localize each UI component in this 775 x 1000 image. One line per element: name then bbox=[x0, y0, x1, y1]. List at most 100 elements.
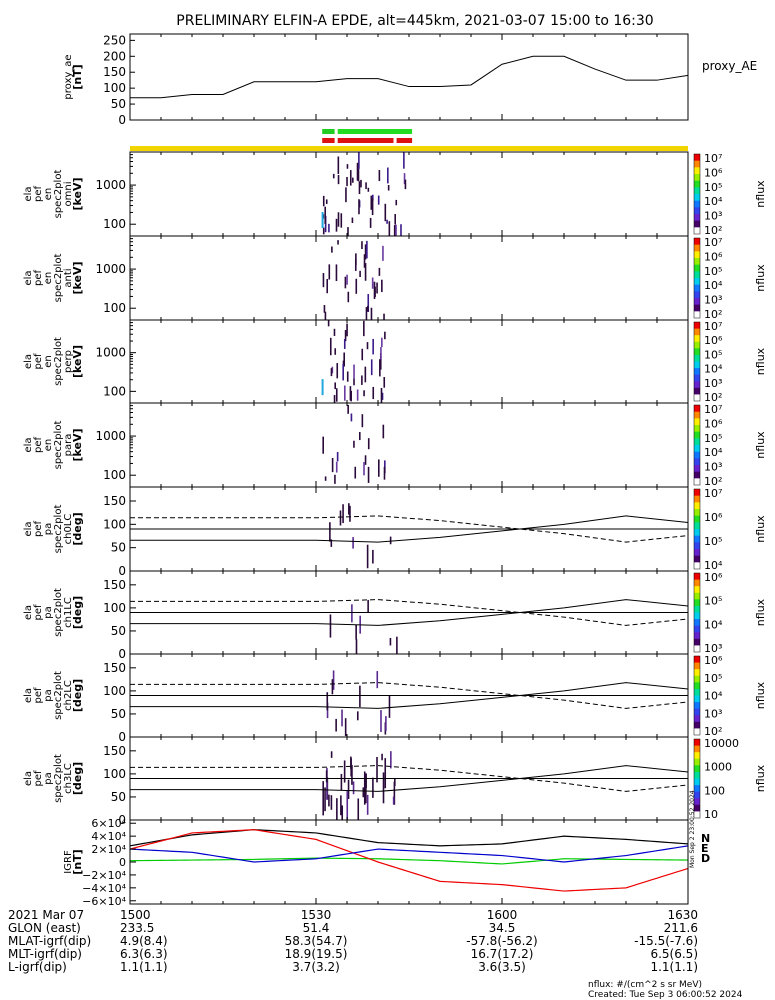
spectro-mark-para bbox=[367, 466, 370, 483]
spectro-mark-perp bbox=[327, 320, 330, 327]
spectro-mark-perp bbox=[380, 347, 382, 360]
spectro-mark-omni bbox=[358, 199, 360, 215]
colorbar-frame-perp bbox=[693, 321, 701, 402]
y-tick-label-ch0LC: 50 bbox=[111, 541, 126, 555]
colorbar-segment-anti bbox=[694, 284, 700, 292]
spectro-mark-omni bbox=[395, 199, 398, 206]
colorbar-tick-ch3LC: 100 bbox=[704, 784, 725, 797]
y-axis-label-anti: anti bbox=[63, 268, 74, 287]
spectro-mark-perp bbox=[372, 386, 375, 400]
colorbar-segment-ch2LC bbox=[694, 662, 700, 670]
spectro-mark-omni bbox=[387, 167, 389, 184]
spectro-mark-ch2LC bbox=[385, 716, 387, 731]
colorbar-segment-ch0LC bbox=[694, 562, 700, 570]
spectro-mark-ch3LC bbox=[351, 764, 353, 785]
spectro-mark-perp bbox=[333, 328, 336, 336]
spectro-mark-anti bbox=[326, 279, 329, 294]
spectro-mark-ch3LC bbox=[326, 767, 328, 800]
colorbar-segment-perp bbox=[694, 341, 700, 349]
spectro-mark-ch3LC bbox=[336, 798, 338, 820]
y-axis-label-ch1LC: pa bbox=[43, 606, 54, 618]
colorbar-segment-ch3LC bbox=[694, 778, 700, 786]
spectro-mark-perp bbox=[333, 394, 336, 403]
y-tick-label-ch0LC: 0 bbox=[118, 564, 126, 578]
spectro-mark-omni bbox=[328, 223, 330, 233]
spectro-mark-anti bbox=[364, 244, 367, 260]
colorbar-segment-omni bbox=[694, 227, 700, 235]
spectro-mark-para bbox=[350, 413, 353, 422]
y-axis-label-perp: perp bbox=[63, 350, 74, 373]
colorbar-segment-anti bbox=[694, 311, 700, 319]
colorbar-segment-ch0LC bbox=[694, 542, 700, 550]
anti-loss-cone-line-ch0LC bbox=[130, 515, 689, 543]
colorbar-segment-omni bbox=[694, 174, 700, 182]
colorbar-frame-ch3LC bbox=[693, 738, 701, 819]
colorbar-segment-para bbox=[694, 431, 700, 439]
spectro-mark-para bbox=[358, 432, 361, 441]
line-series bbox=[129, 55, 689, 892]
spectro-mark-omni bbox=[324, 206, 327, 224]
y-axis-label-omni: [keV] bbox=[71, 177, 84, 210]
colorbar-segment-para bbox=[694, 418, 700, 426]
colorbar-label-ch0LC: nflux bbox=[754, 515, 767, 543]
spectro-mark-omni bbox=[337, 174, 340, 185]
orbit-row-value: 233.5 bbox=[120, 921, 154, 935]
spectro-mark-ch3LC bbox=[350, 756, 352, 769]
spectrogram-marks bbox=[321, 152, 407, 820]
colorbar-segment-perp bbox=[694, 348, 700, 356]
spectro-mark-ch2LC bbox=[380, 710, 382, 732]
colorbar-frame-ch2LC bbox=[693, 655, 701, 736]
colorbar-tick-ch3LC: 10 bbox=[704, 808, 718, 821]
orbit-row-label: GLON (east) bbox=[8, 921, 81, 935]
spectro-mark-perp bbox=[370, 359, 373, 376]
orbit-row-value: 6.5(6.5) bbox=[650, 947, 698, 961]
status-bar-red bbox=[337, 138, 394, 143]
spectro-mark-ch3LC bbox=[384, 758, 387, 789]
y-tick-label-proxy-ae: 200 bbox=[103, 49, 126, 63]
y-tick-label-ch2LC: 50 bbox=[111, 707, 126, 721]
colorbar-segment-ch0LC bbox=[694, 509, 700, 517]
spectro-mark-ch3LC bbox=[372, 777, 374, 798]
y-tick-label-anti: 100 bbox=[103, 301, 126, 315]
colorbar-tick-para: 10⁶ bbox=[704, 417, 723, 430]
spectro-mark-ch2LC bbox=[331, 679, 334, 695]
spectro-mark-ch3LC bbox=[366, 794, 369, 815]
colorbar-segment-ch1LC bbox=[694, 638, 700, 646]
spectro-mark-anti bbox=[324, 311, 327, 320]
spectro-mark-perp bbox=[361, 348, 364, 361]
colorbar-segment-ch3LC bbox=[694, 804, 700, 812]
spectro-mark-perp bbox=[343, 339, 346, 349]
colorbar-tick-anti: 10⁵ bbox=[704, 265, 722, 278]
colorbar-frame-ch0LC bbox=[693, 488, 701, 570]
spectro-mark-ch0LC bbox=[348, 503, 350, 515]
colorbar-segment-anti bbox=[694, 304, 700, 312]
spectro-mark-ch0LC bbox=[342, 504, 344, 524]
colorbar-segment-omni bbox=[694, 160, 700, 168]
spectro-mark-anti bbox=[363, 254, 366, 268]
colorbar-segment-ch1LC bbox=[694, 605, 700, 613]
spectro-mark-perp bbox=[381, 392, 384, 400]
colorbar-segment-ch1LC bbox=[694, 625, 700, 633]
colorbar-tick-omni: 10⁴ bbox=[704, 195, 723, 208]
y-axis-label-perp: pef bbox=[33, 353, 44, 370]
y-tick-label-anti: 1000 bbox=[95, 262, 126, 276]
colorbar-segment-para bbox=[694, 425, 700, 433]
colorbar-tick-ch3LC: 10000 bbox=[704, 737, 739, 750]
colorbar-segment-perp bbox=[694, 374, 700, 382]
spectro-mark-omni bbox=[370, 195, 373, 210]
colorbar-tick-perp: 10³ bbox=[704, 377, 722, 390]
colorbar-frame-anti bbox=[693, 237, 701, 319]
y-tick-label-igrf: −2×10⁴ bbox=[82, 869, 126, 882]
y-axis-label-igrf: [nT] bbox=[71, 849, 84, 874]
y-tick-label-proxy-ae: 100 bbox=[103, 81, 126, 95]
y-tick-label-omni: 100 bbox=[103, 217, 126, 231]
colorbar-label-ch1LC: nflux bbox=[754, 598, 767, 626]
orbit-row-label: MLT-igrf(dip) bbox=[8, 947, 82, 961]
panel-frame-perp bbox=[129, 319, 689, 404]
y-tick-label-omni: 1000 bbox=[95, 178, 126, 192]
colorbar-frame-para bbox=[693, 404, 701, 486]
colorbar-tick-para: 10⁵ bbox=[704, 432, 722, 445]
spectro-mark-omni bbox=[395, 224, 397, 236]
colorbar-tick-anti: 10⁷ bbox=[704, 236, 722, 249]
spectro-mark-omni bbox=[322, 195, 325, 207]
